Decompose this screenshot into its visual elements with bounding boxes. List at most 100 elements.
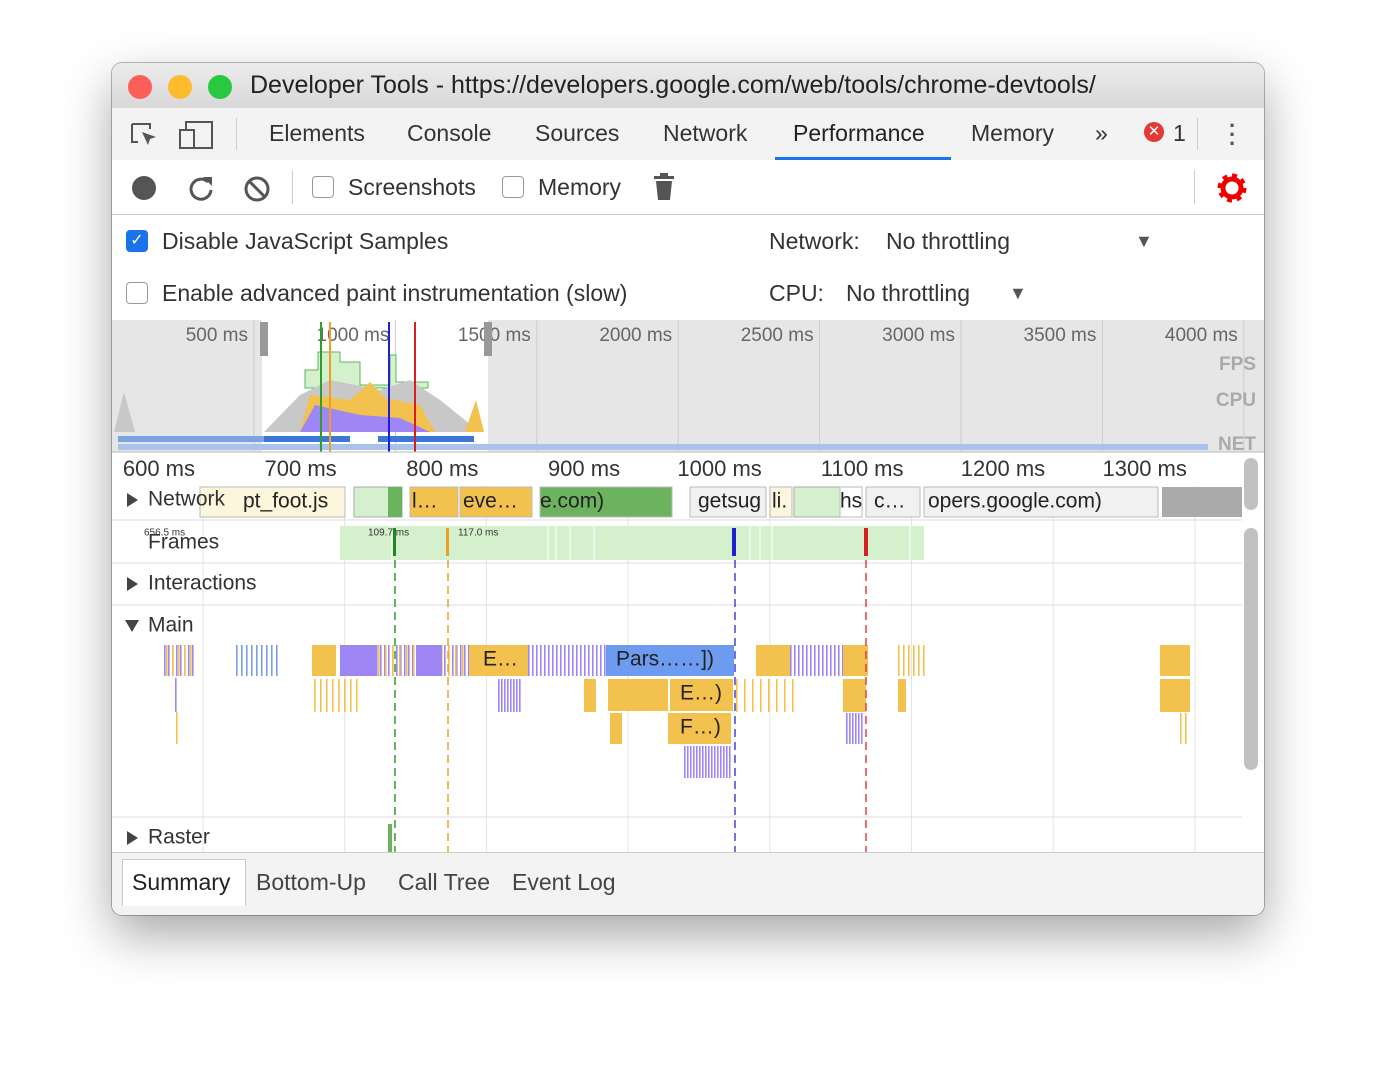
ruler-tick-label: 1000 ms (677, 456, 761, 481)
flame-slice (702, 746, 704, 778)
flame-label: Pars……]) (616, 648, 714, 671)
flame-slice (448, 645, 450, 676)
tab[interactable]: Performance (793, 120, 925, 146)
settings-button[interactable] (1216, 172, 1248, 204)
flame-slice (556, 645, 558, 676)
flame-block (843, 679, 866, 712)
ruler-tick-label: 700 ms (265, 456, 337, 481)
bottom-tab[interactable]: Bottom-Up (256, 869, 366, 895)
memory-checkbox[interactable] (502, 176, 524, 198)
flame-slice (726, 746, 728, 778)
network-request (199, 486, 346, 518)
dropdown-arrow[interactable]: ▼ (1135, 231, 1153, 251)
flame-slice (903, 645, 905, 676)
screenshots-label[interactable]: Screenshots (348, 174, 476, 200)
garbage-button[interactable] (652, 172, 676, 202)
ruler-tick-label: 1100 ms (821, 456, 904, 481)
flame-slice (814, 645, 816, 676)
flame-slice (408, 645, 410, 676)
flame-slice (332, 679, 334, 712)
error-count[interactable]: 1 (1173, 120, 1186, 146)
tab[interactable]: Memory (971, 120, 1055, 146)
net-row (388, 487, 402, 517)
frame-marker (732, 528, 736, 556)
flame-slice (468, 645, 470, 676)
zoom-button[interactable] (208, 75, 232, 99)
flame-slice (861, 713, 863, 744)
reload-button[interactable] (186, 174, 216, 204)
flame-slice (736, 679, 738, 712)
flame-slice (858, 713, 860, 744)
flame-slice (810, 645, 812, 676)
frame-marker (446, 528, 449, 556)
more-tabs[interactable]: » (1095, 120, 1108, 146)
net-bar (118, 444, 1208, 450)
flame-block (1160, 679, 1190, 712)
flame-slice (266, 645, 268, 676)
expand-arrow[interactable] (127, 831, 138, 845)
close-button[interactable] (128, 75, 152, 99)
tab[interactable]: Console (407, 120, 492, 146)
memory-label[interactable]: Memory (538, 174, 622, 200)
screenshots-checkbox[interactable] (312, 176, 334, 198)
js-samples-label[interactable]: Disable JavaScript Samples (162, 228, 449, 254)
flame-slice (822, 645, 824, 676)
record-button[interactable] (132, 176, 156, 200)
flame-slice (172, 645, 174, 676)
expand-arrow[interactable] (125, 620, 139, 632)
flame-slice (344, 679, 346, 712)
bottom-tabs: Summary Bottom-Up Call Tree Event Log (112, 852, 1264, 915)
menu-button[interactable]: · · · (1229, 113, 1237, 156)
flame-slice (175, 678, 177, 712)
network-request-label: opers.google.com) (928, 490, 1102, 513)
overview-tick-label: 1000 ms (317, 325, 390, 346)
network-request-label: pt_foot.js (243, 490, 328, 513)
flame-slice (898, 645, 900, 676)
net-bar (118, 436, 320, 442)
bottom-tab[interactable]: Call Tree (398, 869, 491, 895)
flame-slice (855, 713, 857, 744)
expand-arrow[interactable] (127, 577, 138, 591)
network-request (409, 486, 459, 518)
flame-block (668, 713, 731, 744)
flame-slice (802, 645, 804, 676)
network-request (839, 486, 863, 518)
flame-slice (548, 645, 550, 676)
flame-slice (498, 679, 500, 712)
track-label: Raster (148, 826, 210, 849)
minimize-button[interactable] (168, 75, 192, 99)
tab[interactable]: Sources (535, 120, 620, 146)
cpu-throttle-select[interactable]: No throttling (846, 280, 971, 306)
ruler-tick-label: 800 ms (406, 456, 478, 481)
flame-slice (256, 645, 258, 676)
overview-tick-label: 4000 ms (1165, 325, 1238, 346)
tab[interactable]: Network (663, 120, 748, 146)
flame-slice (720, 746, 722, 778)
cpu-throttle-label: CPU: (769, 280, 824, 306)
flame-label: E… (483, 648, 518, 671)
flame-slice (392, 645, 394, 676)
flame-slice (790, 645, 792, 676)
paint-label[interactable]: Enable advanced paint instrumentation (s… (162, 280, 628, 306)
bottom-tab[interactable]: Event Log (512, 869, 616, 895)
tab[interactable]: Elements (269, 120, 365, 146)
flame-slice (246, 645, 248, 676)
fps-chart (304, 351, 429, 389)
bottom-tab[interactable]: Summary (132, 869, 231, 895)
flame-slice (261, 645, 263, 676)
js-samples-checkbox[interactable]: ✓ (126, 230, 148, 252)
flame-slice (830, 645, 832, 676)
devtools-window: Developer Tools - https://developers.goo… (112, 63, 1264, 915)
net-row (793, 486, 841, 518)
flame-slice (396, 645, 398, 676)
network-throttle-select[interactable]: No throttling (886, 228, 1011, 254)
paint-checkbox[interactable] (126, 282, 148, 304)
clear-button[interactable] (242, 174, 272, 204)
flame-block (340, 645, 376, 676)
expand-arrow[interactable] (127, 493, 138, 507)
flame-slice (552, 645, 554, 676)
frame-label: 109.7 ms (368, 528, 409, 539)
dropdown-arrow[interactable]: ▼ (1009, 283, 1027, 303)
flame-slice (460, 645, 462, 676)
flame-slice (544, 645, 546, 676)
